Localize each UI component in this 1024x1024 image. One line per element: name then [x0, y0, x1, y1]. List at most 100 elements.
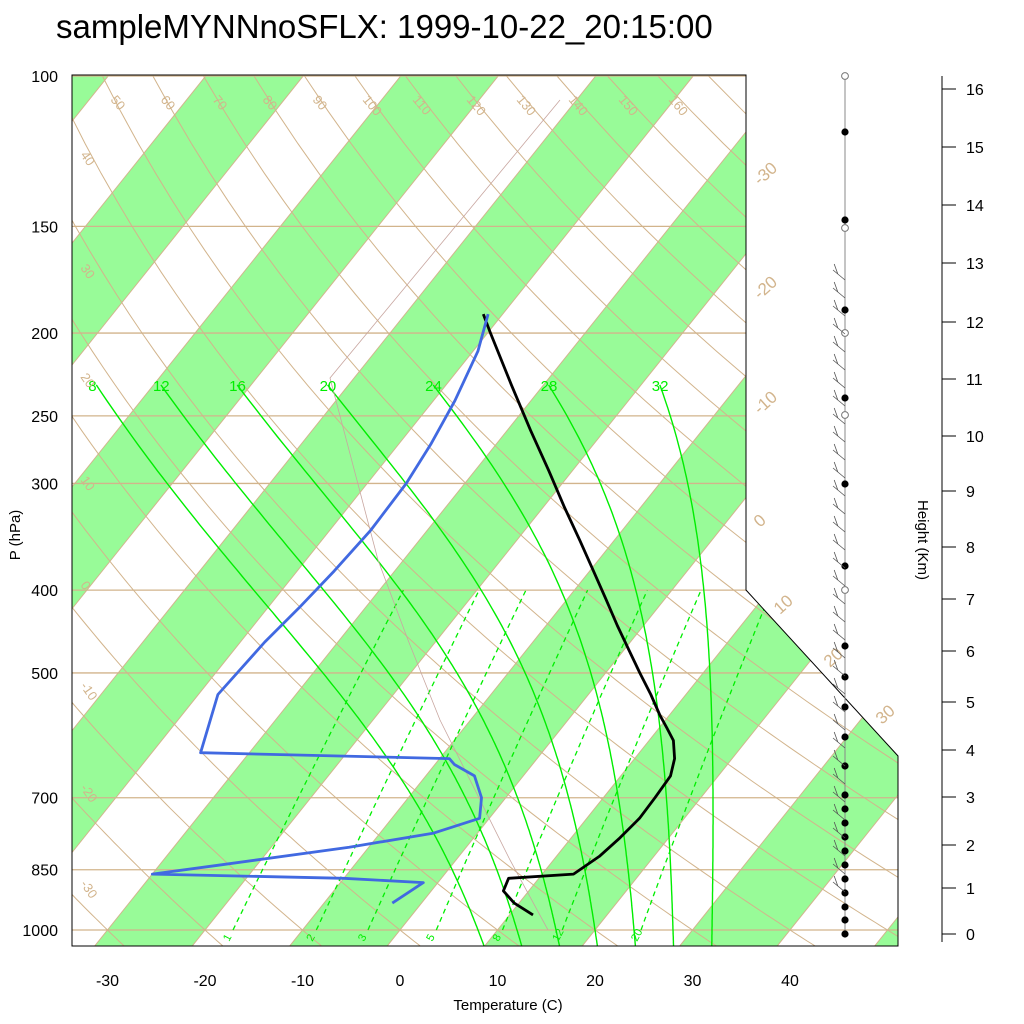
wind-level-dot	[841, 847, 849, 855]
wind-barb	[832, 659, 846, 677]
wind-barb	[832, 317, 846, 335]
temperature-tick-label: 30	[684, 973, 702, 990]
sounding-series	[150, 313, 676, 917]
wind-level-dot	[841, 861, 849, 869]
wind-barb	[832, 461, 846, 479]
wind-level-dot	[841, 703, 849, 711]
wind-barb	[832, 407, 846, 425]
wind-level-dot	[841, 642, 849, 650]
moist-adiabat	[95, 384, 486, 946]
moist-adiabat	[236, 384, 561, 946]
height-tick-label: 9	[966, 484, 975, 501]
wind-barb	[832, 839, 846, 857]
isotherm-label: -10	[750, 387, 781, 418]
mixing-ratio-label: 12	[550, 927, 566, 943]
isotherm-line	[761, 75, 898, 946]
wind-barb	[832, 641, 846, 659]
isotherm-line	[72, 75, 433, 946]
pressure-tick-label: 1000	[22, 923, 58, 940]
wind-barb	[832, 803, 846, 821]
wind-level-dot	[841, 306, 849, 314]
isotherm-line	[72, 75, 628, 946]
wind-barb	[832, 353, 846, 371]
temperature-band	[72, 75, 530, 946]
temperature-tick-label: 0	[396, 973, 405, 990]
dry-adiabat-label: 50	[108, 92, 129, 113]
wind-barb	[832, 569, 846, 587]
wind-barb	[832, 875, 846, 893]
mixing-ratio-label: 8	[491, 932, 504, 943]
wind-barb	[832, 785, 846, 803]
wind-level-dot	[841, 805, 849, 813]
wind-barb	[832, 263, 846, 281]
dry-adiabat	[72, 75, 546, 946]
temperature-tick-label: 40	[781, 973, 799, 990]
mixing-ratio-label: 5	[424, 932, 437, 943]
temperature-tick-label: -20	[193, 973, 216, 990]
wind-level-dot	[841, 562, 849, 570]
mixing-ratio-label: 3	[356, 932, 369, 943]
pressure-tick-label: 150	[31, 219, 58, 236]
mixing-ratio-line	[640, 589, 773, 931]
height-tick-label: 13	[966, 256, 984, 273]
moist-adiabat-label: 32	[652, 378, 669, 395]
moist-adiabat	[160, 384, 523, 946]
wind-barb	[832, 335, 846, 353]
isotherm-line	[72, 75, 530, 946]
pressure-tick-label: 300	[31, 476, 58, 493]
dry-adiabat-label: -30	[78, 877, 101, 901]
wind-barb	[832, 497, 846, 515]
dry-adiabat	[72, 75, 747, 946]
dry-adiabat	[132, 75, 898, 946]
mixing-ratio-line	[232, 589, 404, 931]
wind-level-dot	[841, 903, 849, 911]
height-tick-label: 10	[966, 429, 984, 446]
isotherm-label: -30	[750, 158, 781, 189]
temperature-band	[79, 75, 898, 946]
mixing-ratio-lines	[232, 589, 773, 931]
y-axis-label: P (hPa)	[7, 510, 24, 561]
wind-barb	[832, 443, 846, 461]
moist-adiabat	[548, 384, 675, 946]
height-tick-label: 16	[966, 82, 984, 99]
chart-title: sampleMYNNnoSFLX: 1999-10-22_20:15:00	[56, 8, 713, 45]
wind-level-dot	[841, 819, 849, 827]
height-tick-label: 3	[966, 790, 975, 807]
height-tick-label: 6	[966, 644, 975, 661]
dry-adiabat	[83, 75, 898, 946]
wind-barb	[832, 299, 846, 317]
height-tick-label: 15	[966, 140, 984, 157]
dry-adiabat	[181, 75, 898, 946]
height-axis-label: Height (Km)	[914, 500, 931, 580]
dry-adiabat-label: 20	[78, 370, 99, 390]
temperature-tick-label: 10	[489, 973, 507, 990]
wind-barb	[832, 623, 846, 641]
wind-level-dot	[841, 128, 849, 136]
wind-level-dot	[841, 394, 849, 402]
dry-adiabat-label: 60	[158, 92, 179, 113]
dry-adiabat	[72, 75, 847, 946]
dry-adiabat	[72, 75, 246, 946]
pressure-tick-label: 500	[31, 666, 58, 683]
height-tick-label: 7	[966, 592, 975, 609]
dry-adiabat	[230, 75, 898, 946]
height-tick-label: 11	[966, 372, 983, 389]
wind-barb	[832, 479, 846, 497]
mixing-ratio-line	[315, 589, 480, 931]
dewpoint-line	[150, 313, 490, 905]
wind-barb	[832, 677, 846, 695]
wind-level-marker	[841, 72, 849, 80]
wind-barb	[832, 695, 846, 713]
wind-level-dot	[841, 733, 849, 741]
dry-adiabat	[72, 75, 346, 946]
moist-adiabat	[659, 384, 714, 946]
isotherm-line	[72, 75, 725, 946]
mixing-ratio-label: 1	[221, 932, 234, 943]
wind-barb	[832, 713, 846, 731]
moist-adiabat-label: 20	[320, 378, 337, 395]
wind-level-dot	[841, 875, 849, 883]
wind-level-dot	[841, 480, 849, 488]
dry-adiabat-label: 10	[78, 473, 99, 493]
